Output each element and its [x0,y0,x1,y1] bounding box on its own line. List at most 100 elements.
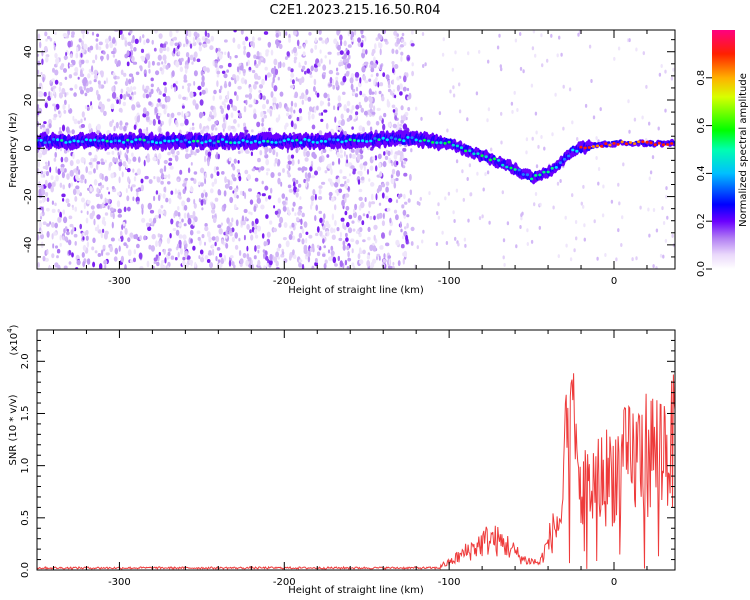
heatmap-noise-cell [37,91,40,97]
heatmap-noise-cell [390,159,393,164]
heatmap-noise-cell [576,137,579,141]
heatmap-noise-cell [233,158,237,164]
heatmap-noise-cell [155,240,158,247]
heatmap-noise-cell [296,188,300,192]
heatmap-noise-cell [141,217,146,223]
heatmap-noise-cell [311,113,315,120]
heatmap-noise-cell [461,169,464,174]
heatmap-noise-cell [264,148,268,156]
heatmap-peak-cell [47,140,52,144]
heatmap-noise-cell [337,106,340,111]
heatmap-noise-cell [206,39,211,44]
heatmap-noise-cell [521,211,524,216]
heatmap-noise-cell [223,190,227,197]
heatmap-noise-cell [94,74,98,80]
heatmap-noise-cell [49,37,53,42]
heatmap-noise-cell [213,111,217,118]
heatmap-noise-cell [502,255,505,260]
heatmap-noise-cell [92,261,96,268]
heatmap-noise-cell [371,111,376,115]
heatmap-noise-cell [378,41,381,49]
heatmap-noise-cell [350,35,353,41]
heatmap-noise-cell [407,198,411,203]
heatmap-noise-cell [178,234,183,239]
heatmap-noise-cell [174,257,178,261]
heatmap-noise-cell [340,39,343,47]
heatmap-noise-cell [365,49,368,55]
heatmap-noise-cell [158,214,161,219]
colorbar-tick-label: 0.6 [696,118,707,134]
heatmap-noise-cell [217,189,221,196]
heatmap-noise-cell [178,195,182,200]
heatmap-noise-cell [93,79,97,83]
heatmap-noise-cell [385,181,390,186]
heatmap-noise-cell [272,76,275,84]
heatmap-noise-cell [376,107,381,111]
heatmap-noise-cell [256,121,261,128]
heatmap-noise-cell [394,94,397,99]
heatmap-noise-cell [42,196,45,204]
heatmap-noise-cell [65,198,70,204]
heatmap-noise-cell [158,33,163,39]
heatmap-peak-cell [163,139,167,143]
heatmap-peak-cell [464,149,468,153]
heatmap-peak-cell [595,144,600,148]
heatmap-noise-cell [273,205,276,209]
heatmap-noise-cell [133,249,136,255]
heatmap-noise-cell [62,184,65,190]
heatmap-noise-cell [366,260,371,267]
heatmap-noise-cell [257,37,262,41]
heatmap-noise-cell [145,116,150,121]
heatmap-noise-cell [253,205,257,212]
heatmap-noise-cell [286,51,290,57]
heatmap-noise-cell [253,72,259,80]
heatmap-noise-cell [225,113,229,120]
heatmap-noise-cell [167,251,171,256]
heatmap-noise-cell [159,67,163,72]
heatmap-noise-cell [243,234,246,241]
heatmap-noise-cell [55,103,60,110]
heatmap-noise-cell [218,88,222,94]
heatmap-noise-cell [345,237,349,243]
heatmap-noise-cell [180,57,184,62]
heatmap-noise-cell [83,43,88,50]
heatmap-noise-cell [148,244,152,250]
heatmap-noise-cell [155,70,160,76]
heatmap-noise-cell [91,31,95,36]
heatmap-noise-cell [396,84,400,92]
heatmap-noise-cell [119,120,123,126]
heatmap-noise-cell [94,54,98,61]
heatmap-noise-cell [316,92,320,98]
heatmap-noise-cell [253,54,257,59]
heatmap-noise-cell [318,112,322,116]
heatmap-noise-cell [280,181,283,187]
heatmap-noise-cell [114,81,118,85]
heatmap-noise-cell [355,77,359,82]
heatmap-noise-cell [84,105,88,110]
heatmap-noise-cell [248,104,253,108]
heatmap-noise-cell [192,36,195,44]
heatmap-noise-cell [291,222,295,228]
heatmap-noise-cell [250,234,254,241]
heatmap-noise-cell [151,233,156,240]
heatmap-peak-cell [229,141,233,145]
heatmap-noise-cell [368,96,373,104]
heatmap-noise-cell [266,241,268,246]
heatmap-noise-cell [142,112,147,118]
heatmap-peak-cell [319,139,323,143]
heatmap-noise-cell [366,120,371,126]
heatmap-noise-cell [303,178,307,184]
top-y-tick-label: 40 [23,45,34,58]
heatmap-noise-cell [210,202,214,209]
heatmap-noise-cell [237,123,240,128]
heatmap-noise-cell [303,43,306,49]
heatmap-noise-cell [51,208,56,213]
heatmap-peak-cell [286,138,290,141]
heatmap-noise-cell [54,151,57,158]
heatmap-noise-cell [666,215,669,220]
heatmap-noise-cell [582,184,585,189]
heatmap-peak-cell [60,139,64,142]
heatmap-noise-cell [37,234,40,241]
heatmap-peak-cell [101,138,105,142]
heatmap-noise-cell [604,253,607,257]
